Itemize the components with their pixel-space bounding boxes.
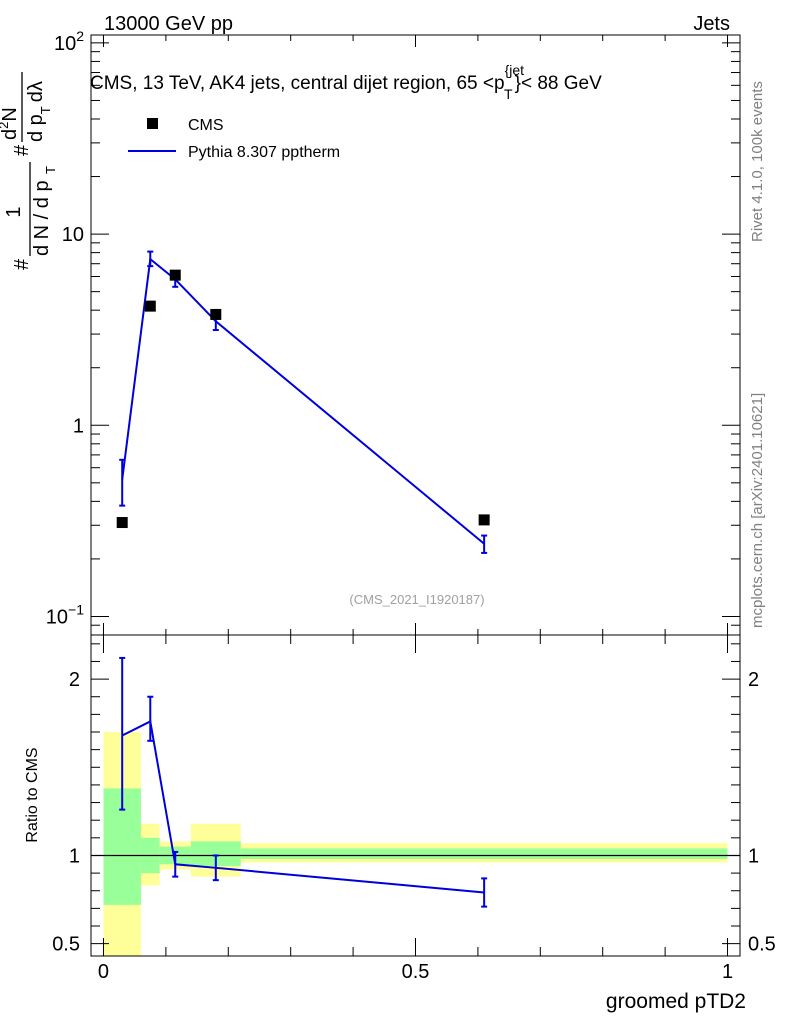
cms-data-point xyxy=(169,269,181,281)
main-axis-ticks: 10−1 1 10 102 xyxy=(46,28,740,636)
cms-data-point xyxy=(116,517,128,529)
svg-text:#: # xyxy=(11,144,33,156)
cms-data-point xyxy=(478,514,490,526)
ratio-axis-ticks: 0.5 0.5 1 1 2 2 0 0.5 1 xyxy=(52,635,776,983)
ratio-y-tick-label-right: 0.5 xyxy=(748,934,776,956)
x-tick-label: 1 xyxy=(722,961,733,983)
main-y-tick-label: 10−1 xyxy=(46,601,84,628)
x-tick-label: 0 xyxy=(98,961,109,983)
ratio-plot-marks xyxy=(119,656,488,908)
svg-text:T: T xyxy=(43,166,58,174)
main-plot-marks xyxy=(116,250,490,554)
svg-text:d pTdλ: d pTdλ xyxy=(25,81,53,142)
cms-data-point xyxy=(144,300,156,312)
mcplots-label: mcplots.cern.ch [arXiv:2401.10621] xyxy=(749,393,766,628)
rivet-version-label: Rivet 4.1.0, 100k events xyxy=(749,81,766,242)
ratio-y-tick-label-left: 2 xyxy=(69,669,80,691)
ratio-uncertainty-bands xyxy=(91,732,740,956)
main-panel: 10−1 1 10 102 (CMS_2021_I1920187) CMS, 13 T… xyxy=(46,28,741,636)
analysis-watermark: (CMS_2021_I1920187) xyxy=(349,592,484,607)
ratio-y-axis-label: Ratio to CMS xyxy=(24,747,41,842)
main-y-axis-label: # 1 d N / d p T # d2N d pTdλ xyxy=(0,72,58,270)
main-y-tick-label: 102 xyxy=(54,28,84,55)
ratio-y-tick-label-left: 1 xyxy=(69,845,80,867)
ratio-panel: 0.5 0.5 1 1 2 2 0 0.5 1 xyxy=(52,634,776,983)
process-label: Jets xyxy=(693,13,730,35)
ratio-frame xyxy=(90,634,741,957)
cms-data-point xyxy=(210,308,222,320)
main-y-tick-label: 10 xyxy=(62,224,84,246)
plot-title: CMS, 13 TeV, AK4 jets, central dijet reg… xyxy=(90,62,602,102)
legend-cms-label: CMS xyxy=(188,117,224,134)
svg-text:d2N: d2N xyxy=(0,107,21,140)
pythia-line xyxy=(121,257,485,545)
legend-cms-marker xyxy=(147,118,158,129)
svg-text:1: 1 xyxy=(3,206,25,217)
ratio-y-tick-label-right: 2 xyxy=(748,669,759,691)
main-y-tick-label: 1 xyxy=(73,415,84,437)
legend-pythia-label: Pythia 8.307 pptherm xyxy=(188,144,340,161)
svg-text:d N / d p: d N / d p xyxy=(31,180,53,256)
ratio-band-inner xyxy=(240,848,728,859)
x-axis-label: groomed pTD2 xyxy=(606,990,746,1013)
ratio-y-tick-label-left: 0.5 xyxy=(52,934,80,956)
ratio-y-tick-label-right: 1 xyxy=(748,845,759,867)
svg-text:#: # xyxy=(11,258,33,270)
x-tick-label: 0.5 xyxy=(402,961,430,983)
energy-label: 13000 GeV pp xyxy=(104,13,233,35)
